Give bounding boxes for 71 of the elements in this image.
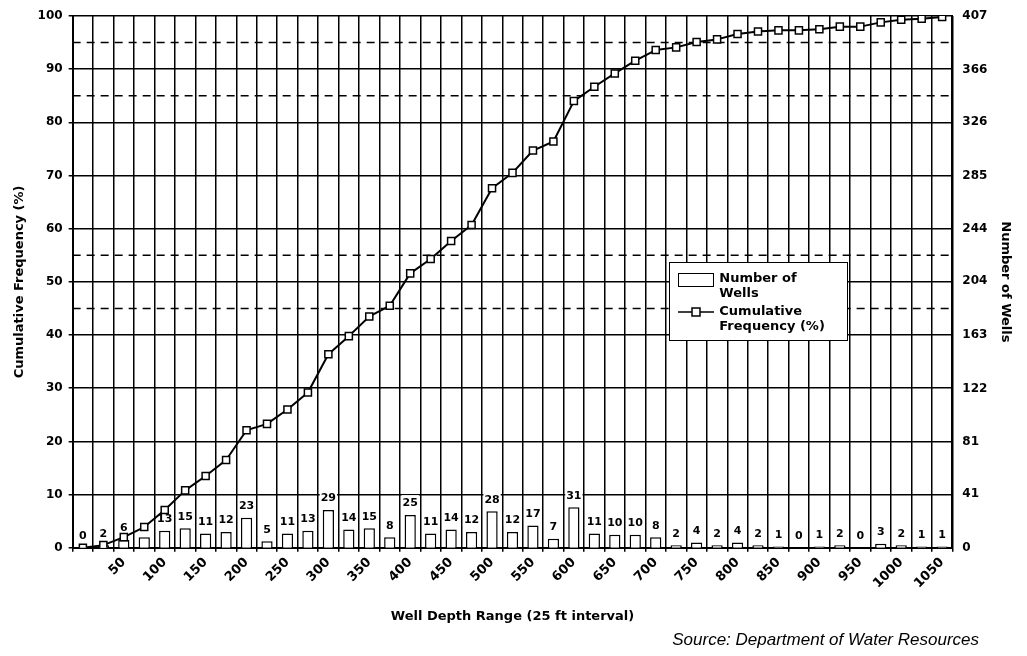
data-label: 2 xyxy=(713,526,721,540)
data-label: 28 xyxy=(484,492,500,506)
data-label: 25 xyxy=(402,496,418,510)
y-tick-label: 30 xyxy=(45,380,63,395)
y2-tick-label: 81 xyxy=(962,434,980,449)
data-label: 14 xyxy=(341,510,357,524)
y-tick-label: 70 xyxy=(45,167,63,182)
y-tick-label: 10 xyxy=(45,486,63,501)
y-tick-label: 0 xyxy=(54,539,63,554)
data-label: 8 xyxy=(385,518,394,532)
y2-tick-label: 407 xyxy=(962,8,988,23)
data-label: 8 xyxy=(651,518,660,532)
source-note: Source: Department of Water Resources xyxy=(672,630,979,650)
data-label: 1 xyxy=(917,527,926,541)
y2-tick-label: 326 xyxy=(962,113,988,128)
data-label: 6 xyxy=(119,521,128,535)
y-tick-label: 90 xyxy=(45,61,63,76)
data-label: 12 xyxy=(218,513,234,527)
data-label: 14 xyxy=(443,510,460,524)
data-label: 0 xyxy=(79,529,88,543)
y-tick-label: 80 xyxy=(45,114,63,129)
y2-tick-label: 366 xyxy=(962,61,988,76)
y2-tick-label: 204 xyxy=(962,273,988,288)
legend-label: Number of Wells xyxy=(719,270,798,301)
data-label: 10 xyxy=(627,516,644,530)
data-label: 13 xyxy=(157,512,173,526)
data-label: 5 xyxy=(263,522,271,536)
y2-tick-label: 0 xyxy=(962,539,971,554)
y-axis-title: Cumulative Frequency (%) xyxy=(11,185,27,379)
y-tick-label: 50 xyxy=(45,274,63,289)
data-label: 12 xyxy=(504,513,521,527)
data-label: 0 xyxy=(795,529,804,543)
y2-tick-label: 244 xyxy=(962,221,988,236)
data-label: 13 xyxy=(300,512,316,526)
legend-label: Cumulative Frequency (%) xyxy=(719,303,826,334)
x-axis-title: Well Depth Range (25 ft interval) xyxy=(390,607,635,623)
y2-tick-label: 122 xyxy=(962,380,988,395)
data-label: 23 xyxy=(238,499,255,513)
data-label: 31 xyxy=(566,488,582,502)
data-label: 3 xyxy=(876,525,885,539)
y-tick-label: 60 xyxy=(45,220,63,235)
data-label: 15 xyxy=(177,509,193,523)
y2-tick-label: 285 xyxy=(962,167,988,182)
y2-tick-label: 163 xyxy=(962,326,988,341)
y-tick-label: 100 xyxy=(37,8,63,23)
data-label: 4 xyxy=(692,523,701,537)
data-label: 1 xyxy=(774,527,783,541)
data-label: 1 xyxy=(938,527,946,541)
data-label: 11 xyxy=(423,514,439,528)
data-label: 17 xyxy=(525,506,541,520)
data-label: 2 xyxy=(836,526,844,540)
y2-tick-label: 41 xyxy=(962,486,980,501)
data-label: 4 xyxy=(733,523,742,537)
y2-axis-title: Number of Wells xyxy=(998,221,1014,343)
data-label: 11 xyxy=(197,514,214,528)
data-label: 2 xyxy=(99,526,108,540)
data-label: 11 xyxy=(279,514,296,528)
x-tick-label: 50 xyxy=(104,554,129,578)
data-label: 29 xyxy=(320,491,337,505)
data-label: 15 xyxy=(361,509,377,523)
y-tick-label: 20 xyxy=(45,433,63,448)
data-label: 2 xyxy=(672,526,680,540)
data-label: 11 xyxy=(586,514,602,528)
data-label: 2 xyxy=(897,526,906,540)
data-label: 10 xyxy=(607,516,623,530)
data-label: 1 xyxy=(815,527,824,541)
data-label: 2 xyxy=(754,526,762,540)
data-label: 7 xyxy=(549,520,558,533)
data-label: 12 xyxy=(463,513,480,527)
data-label: 0 xyxy=(856,529,865,543)
y-tick-label: 40 xyxy=(45,327,63,342)
